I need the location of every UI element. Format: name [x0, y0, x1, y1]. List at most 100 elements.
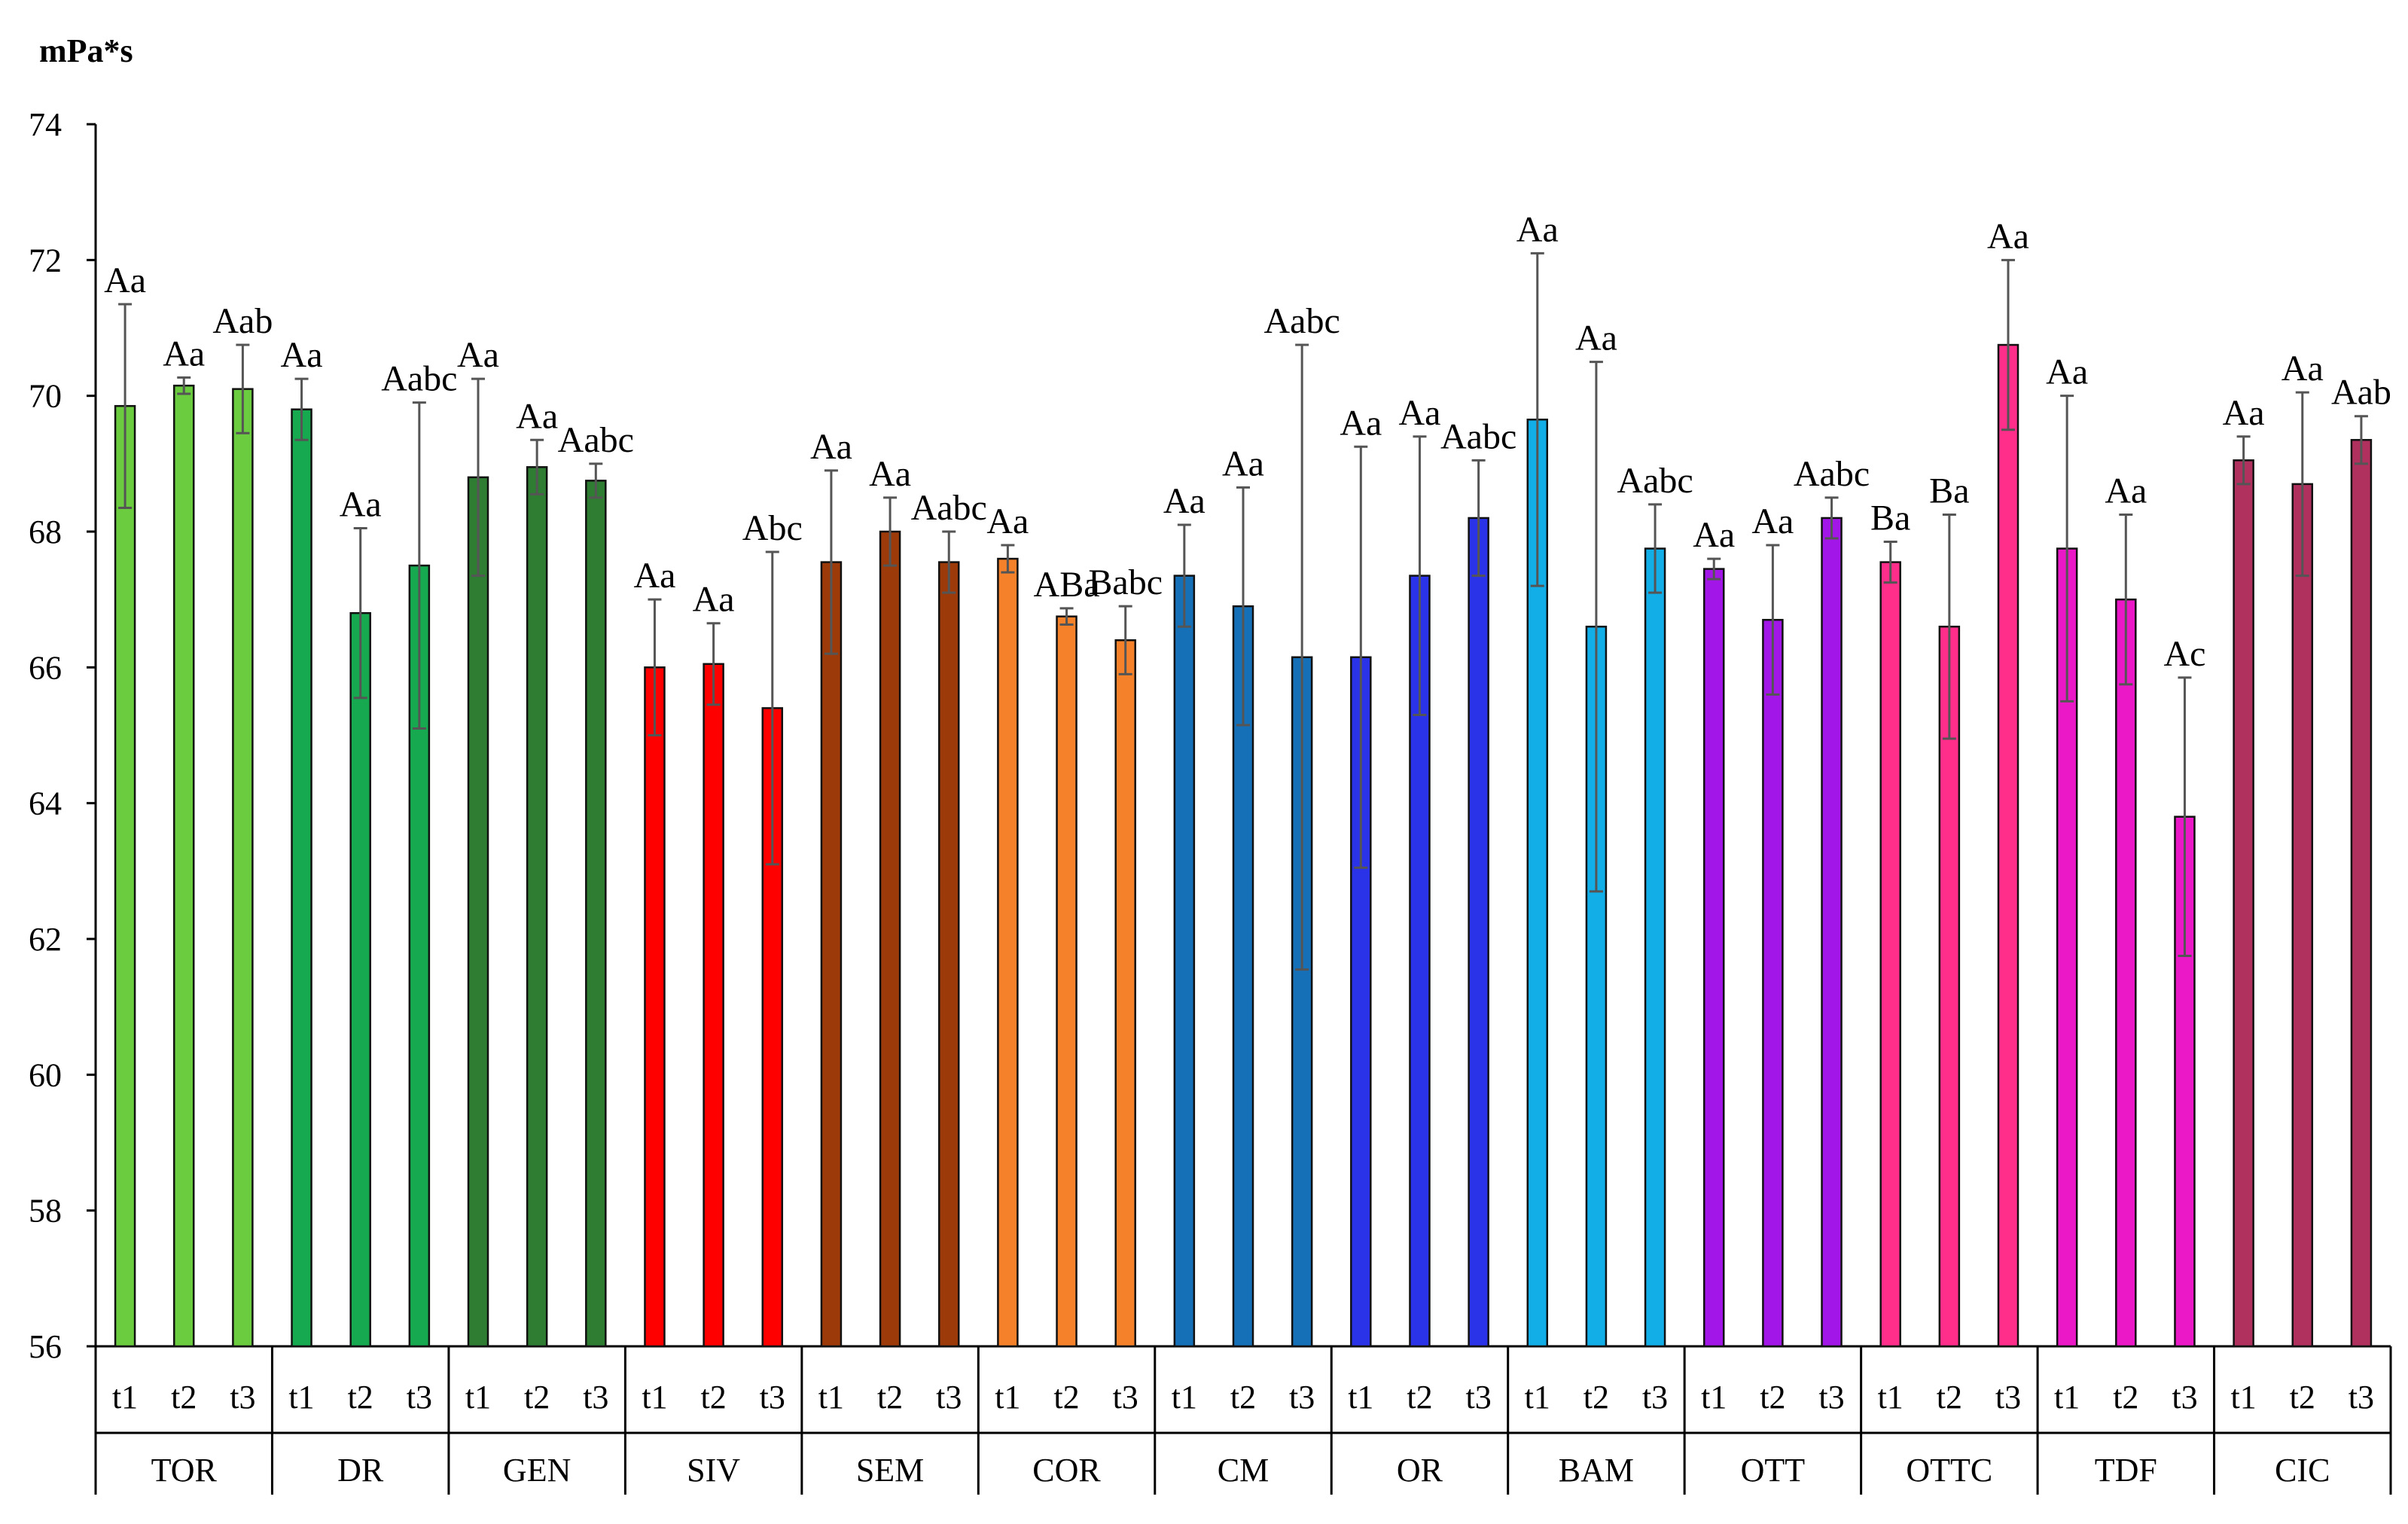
bar-ott-t3	[1821, 517, 1843, 1348]
significance-label: Aa	[1516, 209, 1559, 249]
significance-label: ABa	[1034, 565, 1100, 605]
x-category-label: t3	[1818, 1379, 1844, 1416]
y-axis-unit-label: mPa*s	[39, 32, 133, 69]
x-category-label: t2	[2113, 1379, 2138, 1416]
significance-label: Babc	[1088, 562, 1163, 602]
x-category-label: t2	[1583, 1379, 1609, 1416]
significance-label: Aa	[693, 580, 735, 620]
bar-tdf-t1	[2056, 547, 2078, 1348]
significance-label: Aa	[810, 427, 852, 467]
x-category-label: t3	[1113, 1379, 1138, 1416]
x-category-label: t3	[1465, 1379, 1491, 1416]
significance-label: Aa	[2105, 471, 2147, 511]
significance-label: Ba	[1929, 471, 1969, 511]
bar-cic-t1	[2233, 459, 2254, 1348]
x-category-label: t1	[465, 1379, 491, 1416]
bar-cic-t3	[2350, 439, 2373, 1348]
y-tick-label: 70	[29, 378, 62, 415]
y-tick-label: 58	[29, 1193, 62, 1230]
significance-label: Aabc	[381, 359, 457, 399]
significance-label: Aa	[1751, 501, 1794, 541]
x-category-label: t3	[936, 1379, 962, 1416]
y-tick-label: 64	[29, 785, 62, 822]
x-category-label: t1	[818, 1379, 844, 1416]
group-label-dr: DR	[337, 1452, 384, 1489]
x-category-label: t3	[1289, 1379, 1315, 1416]
x-category-label: t3	[583, 1379, 608, 1416]
significance-label: Aabc	[1440, 416, 1516, 456]
group-label-tor: TOR	[151, 1452, 218, 1489]
x-category-label: t2	[1937, 1379, 1962, 1416]
bar-cm-t1	[1173, 575, 1196, 1348]
bars-layer	[114, 251, 2373, 1348]
significance-label: Aab	[2331, 373, 2391, 413]
bar-ott-t1	[1702, 568, 1725, 1348]
group-label-or: OR	[1397, 1452, 1443, 1489]
x-category-label: t2	[1760, 1379, 1785, 1416]
x-category-label: t3	[1642, 1379, 1668, 1416]
x-category-label: t3	[407, 1379, 432, 1416]
group-label-sem: SEM	[856, 1452, 924, 1489]
significance-label: Aabc	[1794, 454, 1870, 494]
significance-label: Aabc	[911, 488, 987, 528]
x-category-label: t1	[1701, 1379, 1727, 1416]
x-category-label: t3	[230, 1379, 255, 1416]
y-tick-label: 62	[29, 921, 62, 958]
significance-label: Aa	[340, 484, 382, 524]
significance-label: Aabc	[1264, 301, 1340, 341]
bar-gen-t2	[526, 466, 548, 1348]
bar-dr-t2	[349, 611, 371, 1348]
bar-bam-t1	[1526, 418, 1549, 1348]
significance-label: Aa	[163, 334, 205, 373]
bar-siv-t1	[644, 666, 666, 1348]
bar-tdf-t2	[2115, 598, 2137, 1348]
significance-label: Aabc	[558, 420, 634, 460]
group-label-cm: CM	[1218, 1452, 1269, 1489]
y-tick-label: 74	[29, 106, 62, 143]
x-category-label: t1	[1172, 1379, 1197, 1416]
bar-ott-t2	[1762, 618, 1784, 1348]
significance-label: Aa	[1693, 515, 1735, 555]
significance-label: Aabc	[1617, 461, 1693, 501]
group-label-siv: SIV	[687, 1452, 740, 1489]
bar-or-t3	[1468, 517, 1489, 1348]
bar-cor-t1	[997, 557, 1019, 1348]
significance-label: Aa	[1340, 403, 1382, 443]
x-category-label: t3	[2172, 1379, 2197, 1416]
x-category-label: t2	[348, 1379, 373, 1416]
group-label-bam: BAM	[1559, 1452, 1634, 1489]
x-category-label: t1	[1348, 1379, 1373, 1416]
y-tick-label: 56	[29, 1328, 62, 1365]
bar-sem-t2	[879, 530, 901, 1348]
significance-label: Aa	[104, 261, 146, 300]
x-category-label: t2	[877, 1379, 903, 1416]
bar-tor-t2	[172, 384, 195, 1348]
bar-gen-t1	[467, 476, 489, 1348]
significance-label: Aa	[457, 335, 499, 375]
y-tick-label: 60	[29, 1056, 62, 1093]
group-label-ott: OTT	[1741, 1452, 1806, 1489]
significance-label: Aa	[1398, 393, 1440, 433]
significance-label: Aa	[281, 335, 323, 375]
x-category-label: t2	[1053, 1379, 1079, 1416]
x-category-label: t2	[1230, 1379, 1256, 1416]
axes-layer: 56 58 60 62 64 66 68 70 72 74	[29, 106, 2392, 1495]
bar-tor-t1	[114, 404, 136, 1348]
significance-label: Aa	[2046, 352, 2088, 392]
bar-cm-t2	[1232, 605, 1254, 1348]
group-label-cor: COR	[1032, 1452, 1101, 1489]
significance-label: Aa	[1222, 443, 1264, 483]
significance-label: Aa	[2282, 349, 2324, 389]
bar-gen-t3	[585, 480, 607, 1348]
significance-label: Aab	[212, 301, 273, 341]
significance-label: Aa	[516, 396, 558, 436]
bar-tor-t3	[232, 388, 254, 1348]
significance-label: Aa	[1987, 216, 2029, 256]
x-category-label: t1	[2054, 1379, 2080, 1416]
bar-siv-t2	[703, 663, 724, 1348]
bar-dr-t1	[291, 408, 312, 1348]
x-category-label: t3	[760, 1379, 785, 1416]
bar-ottc-t3	[1997, 343, 2019, 1348]
